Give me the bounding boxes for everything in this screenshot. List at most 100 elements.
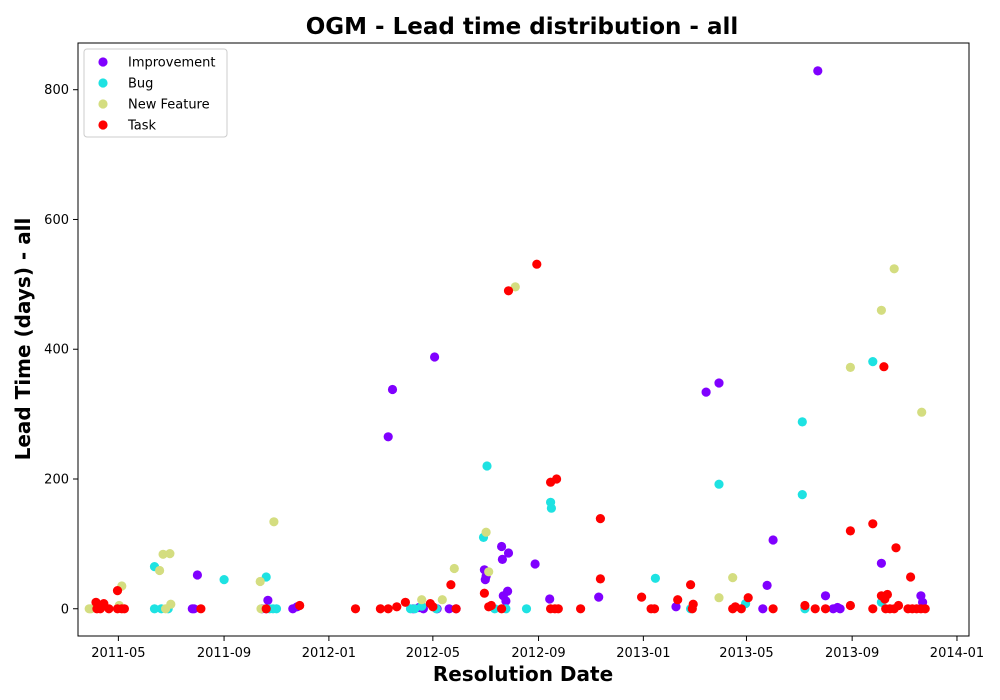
data-point-bug [797, 417, 807, 427]
data-point-task [400, 597, 410, 607]
data-point-new-feature [437, 595, 447, 605]
data-point-bug [149, 604, 160, 614]
legend-label-bug: Bug [128, 77, 153, 92]
data-point-task [810, 604, 820, 614]
legend-marker-task [98, 120, 108, 130]
data-point-improvement [192, 570, 202, 580]
data-point-new-feature [889, 264, 899, 274]
data-point-improvement [813, 66, 823, 76]
data-point-task [879, 362, 889, 372]
data-point-task [503, 286, 514, 296]
data-point-task [768, 604, 778, 614]
data-point-task [891, 543, 901, 553]
data-point-new-feature [728, 573, 738, 583]
data-point-task [119, 604, 129, 614]
data-point-new-feature [510, 282, 520, 292]
data-point-new-feature [165, 549, 175, 559]
data-point-task [686, 580, 696, 590]
data-point-new-feature [417, 595, 427, 605]
data-point-bug [410, 604, 420, 614]
data-point-task [906, 572, 916, 582]
y-axis-title: Lead Time (days) - all [11, 218, 35, 461]
legend-label-improvement: Improvement [128, 56, 215, 71]
data-point-task [552, 474, 562, 484]
data-point-task [882, 589, 893, 600]
data-point-task [104, 604, 114, 614]
data-point-bug [546, 503, 557, 513]
x-axis: 2011-05 2011-09 2012-01 2012-05 2012-09 2013-… [91, 636, 984, 661]
data-point-improvement [714, 378, 724, 388]
data-point-task [375, 604, 385, 614]
data-point-bug [868, 357, 878, 367]
data-point-improvement [762, 580, 772, 591]
legend-box [83, 48, 228, 138]
data-point-task [350, 604, 361, 614]
data-point-task [688, 599, 698, 609]
x-tick-label: 2013-09 [825, 646, 879, 661]
data-point-improvement [701, 387, 711, 397]
legend-marker-bug [98, 78, 108, 88]
data-point-improvement [387, 384, 398, 395]
x-tick-label: 2014-01 [930, 646, 984, 661]
data-point-task [868, 604, 878, 614]
data-point-improvement [876, 558, 887, 568]
data-point-improvement [594, 592, 604, 602]
data-point-bug [219, 575, 229, 585]
data-point-task [486, 600, 496, 611]
data-point-improvement [189, 604, 199, 614]
data-point-new-feature [269, 517, 279, 527]
y-tick-label: 800 [44, 83, 69, 98]
data-point-bug [417, 601, 427, 611]
data-point-new-feature [714, 593, 724, 603]
data-point-task [595, 574, 606, 584]
data-point-task [112, 586, 123, 596]
data-point-improvement [503, 548, 514, 558]
data-point-new-feature [255, 576, 265, 587]
data-point-new-feature [155, 565, 165, 576]
data-points-layer [84, 66, 930, 614]
x-tick-label: 2013-01 [616, 646, 670, 661]
data-point-new-feature [166, 599, 176, 609]
data-point-improvement [671, 602, 681, 612]
legend: Improvement Bug New Feature Task [83, 48, 228, 138]
data-point-task [576, 604, 586, 614]
data-point-improvement [501, 596, 511, 606]
data-point-improvement [820, 591, 831, 601]
data-point-improvement [497, 541, 507, 552]
data-point-task [428, 602, 438, 612]
data-point-task [920, 604, 930, 614]
data-point-task [649, 604, 660, 614]
data-point-bug [797, 490, 807, 500]
x-tick-label: 2013-05 [719, 646, 773, 661]
plot-area-frame [77, 42, 970, 637]
x-tick-label: 2012-05 [406, 646, 460, 661]
data-point-improvement [430, 352, 440, 362]
data-point-task [673, 595, 683, 605]
data-point-new-feature [917, 407, 927, 417]
x-axis-title: Resolution Date [433, 662, 613, 686]
y-tick-label: 400 [44, 343, 69, 358]
data-point-task [532, 259, 542, 269]
data-point-task [800, 600, 810, 611]
data-point-new-feature [484, 567, 494, 577]
data-point-bug [650, 573, 661, 583]
y-axis: 0 200 400 600 800 [44, 83, 78, 617]
legend-marker-new-feature [98, 99, 108, 109]
data-point-task [736, 604, 746, 614]
data-point-bug [271, 604, 282, 614]
data-point-task [383, 604, 393, 614]
data-point-task [497, 604, 507, 614]
data-point-task [845, 600, 856, 611]
legend-marker-improvement [98, 57, 108, 67]
chart-title: OGM - Lead time distribution - all [306, 14, 739, 40]
data-point-task [295, 600, 305, 611]
data-point-task [595, 514, 606, 524]
data-point-improvement [444, 604, 454, 614]
data-point-improvement [768, 535, 778, 545]
data-point-new-feature [845, 362, 856, 372]
data-point-task [451, 604, 461, 614]
data-point-improvement [530, 559, 540, 569]
x-tick-label: 2012-09 [511, 646, 565, 661]
data-point-task [893, 600, 904, 611]
